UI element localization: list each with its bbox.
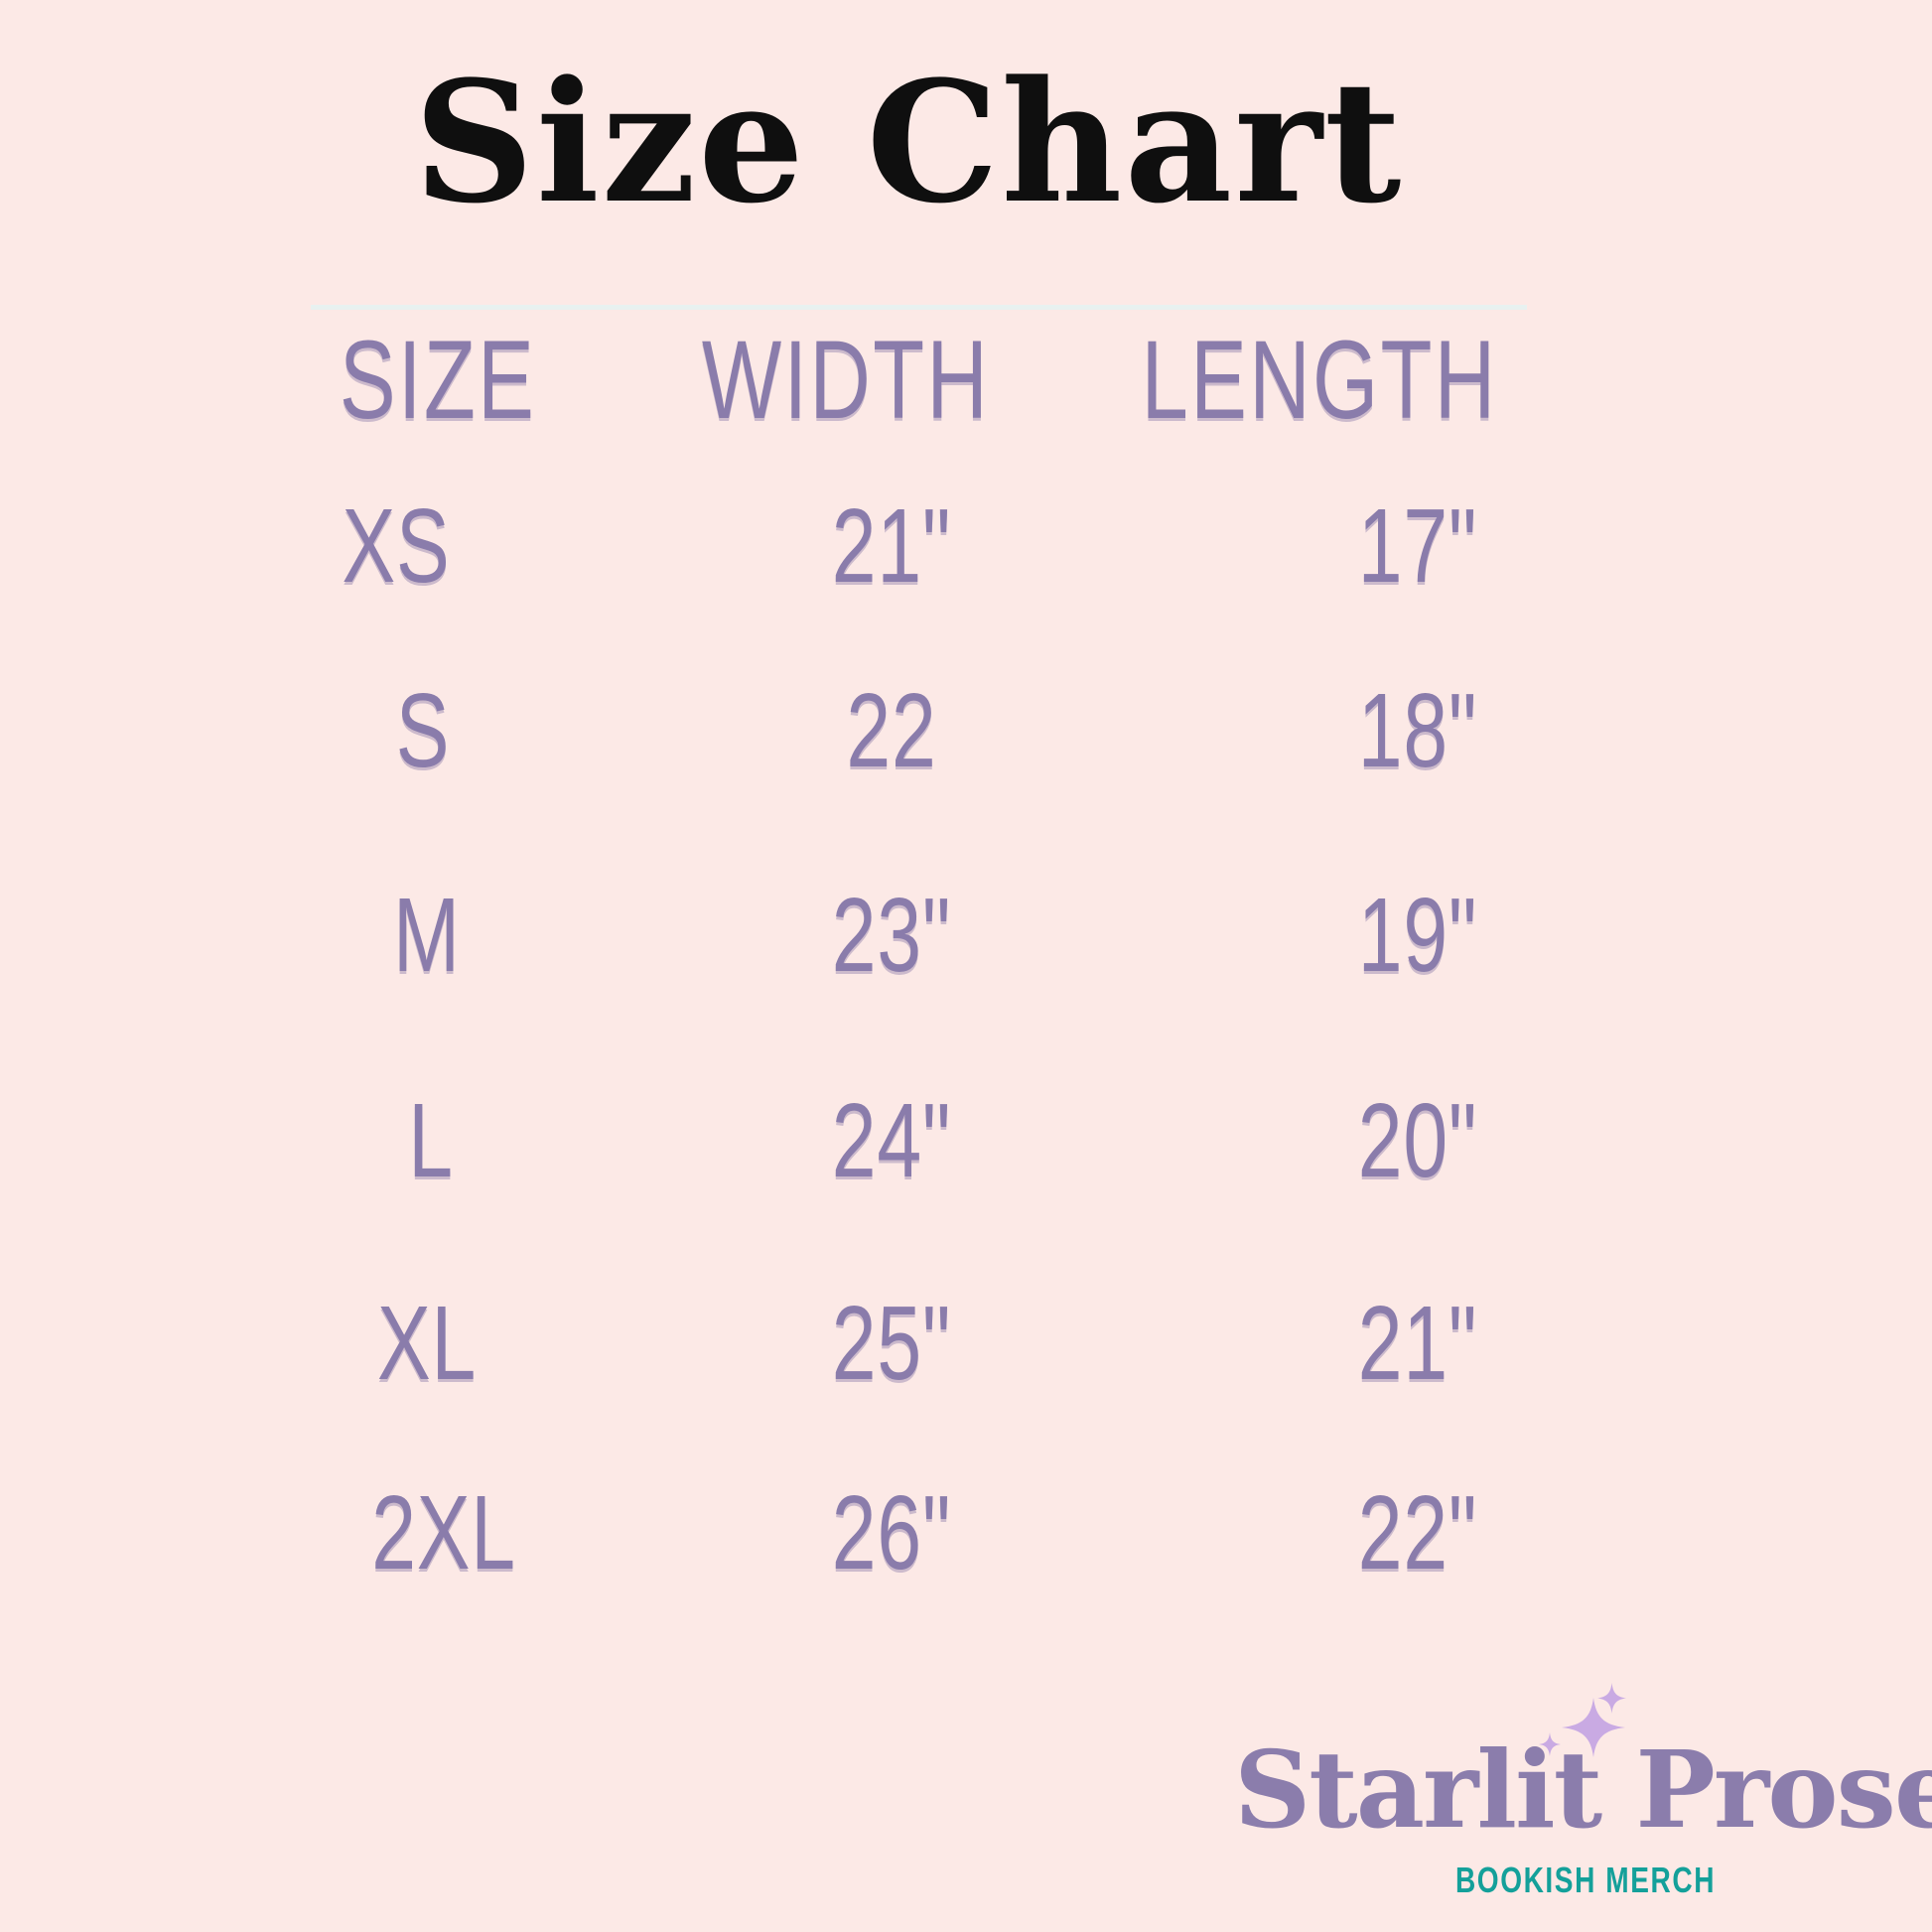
size-cell: 2XL	[371, 1474, 516, 1591]
column-header-length: LENGTH	[1141, 318, 1498, 442]
page-title: Size Chart	[413, 44, 1404, 240]
sparkle-icon	[1539, 1732, 1561, 1756]
size-cell: L	[408, 1082, 454, 1199]
length-cell: 19"	[1357, 877, 1478, 994]
table-divider	[311, 305, 1527, 310]
sparkle-icon	[1597, 1683, 1626, 1714]
column-header-width: WIDTH	[701, 318, 991, 442]
width-cell: 22	[846, 672, 937, 789]
width-cell: 26"	[831, 1474, 952, 1591]
brand-name: Starlit Prose	[1234, 1728, 1932, 1853]
brand-tagline: BOOKISH MERCH	[1454, 1860, 1717, 1900]
size-cell: XS	[342, 487, 451, 605]
column-header-size: SIZE	[339, 318, 537, 442]
length-cell: 17"	[1357, 487, 1478, 605]
width-cell: 24"	[831, 1082, 952, 1199]
length-cell: 18"	[1357, 672, 1478, 789]
size-cell: XL	[376, 1285, 478, 1402]
size-cell: S	[395, 672, 451, 789]
size-cell: M	[393, 877, 461, 994]
length-cell: 21"	[1357, 1285, 1478, 1402]
length-cell: 20"	[1357, 1082, 1478, 1199]
sparkle-icon	[1562, 1698, 1625, 1757]
width-cell: 25"	[831, 1285, 952, 1402]
size-table: SIZE WIDTH LENGTH XS 21" 17" S 22 18" M …	[311, 0, 1527, 1688]
width-cell: 23"	[831, 877, 952, 994]
length-cell: 22"	[1357, 1474, 1478, 1591]
width-cell: 21"	[831, 487, 952, 605]
